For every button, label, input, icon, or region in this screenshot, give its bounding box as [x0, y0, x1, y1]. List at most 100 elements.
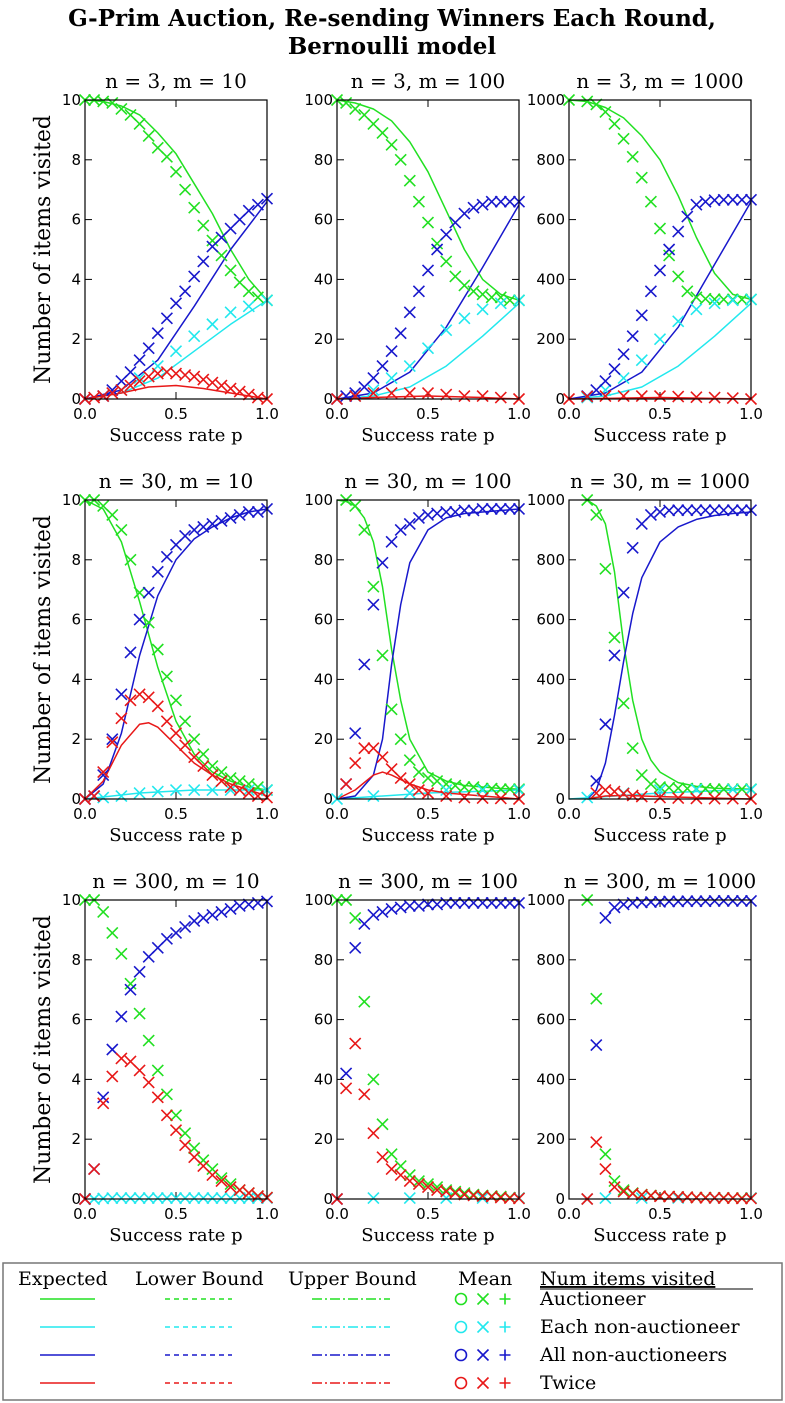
legend-row-all-non-auctioneers-mean-plus-marker [499, 1349, 511, 1361]
panel-1-all-non-auctioneers-mean-point [412, 285, 425, 298]
panel-0-each-non-auctioneer-mean-point [169, 345, 183, 358]
panel-7-all-non-auctioneers-mean-point [494, 896, 507, 910]
panel-0-auctioneer-mean-point [197, 219, 210, 232]
legend-frame [2, 1262, 783, 1401]
panel-7-all-non-auctioneers-mean-point [349, 941, 362, 954]
panel-3-frame [84, 499, 268, 800]
panel-1-all-non-auctioneers-mean-point [376, 360, 389, 373]
panel-1-frame [336, 99, 520, 400]
panel-5-frame [568, 499, 752, 800]
legend-row-auctioneer-label: Auctioneer [539, 1288, 646, 1310]
panel-6-all-non-auctioneers-mean-point [133, 965, 146, 978]
panel-2-auctioneer-mean-point [653, 222, 667, 235]
panel-5-ytick-label: 200 [536, 730, 565, 748]
panel-1-ytick-label: 80 [314, 151, 333, 169]
panel-2-twice-mean-point [672, 390, 685, 403]
panel-5-all-non-auctioneers-mean-point [699, 504, 712, 517]
panel-4-auctioneer-mean-point [358, 523, 371, 536]
panel-3-all-non-auctioneers-mean-point [151, 565, 164, 578]
panel-4-twice-mean-point [412, 783, 425, 797]
panel-2-auctioneer-mean-point [599, 105, 612, 119]
panel-2-all-non-auctioneers-mean-point [735, 193, 748, 206]
panel-4-ytick-label: 0 [323, 790, 333, 808]
panel-8-ytick-label: 800 [536, 951, 565, 969]
panel-0-auctioneer-mean-point [188, 201, 201, 214]
panel-5-twice-mean-point [608, 785, 621, 798]
panel-3-all-non-auctioneers-mean-point [224, 511, 237, 525]
panel-8-all-non-auctioneers-mean-point [626, 896, 639, 910]
panel-8-twice-mean-point [681, 1191, 694, 1204]
legend-row-twice-mean-circle-marker [454, 1376, 468, 1390]
panel-3-all-non-auctioneers-mean-point [142, 586, 155, 599]
panel-3-each-non-auctioneer-mean-point [188, 783, 201, 797]
panel-6-ytick-label: 8 [71, 951, 81, 969]
panel-0-auctioneer-mean-point [169, 165, 183, 178]
panel-3-twice-mean-point [224, 780, 237, 794]
panel-2-xtick-label: 0.0 [557, 405, 581, 423]
panel-5-auctioneer-mean-point [663, 781, 676, 794]
panel-5-all-non-auctioneers-mean-point [626, 541, 639, 554]
panel-1-twice-mean-point [421, 386, 435, 400]
panel-5-auctioneer-mean-point [617, 697, 630, 710]
panel-3-auctioneer-mean-point [188, 733, 201, 746]
panel-0-twice-mean-point [133, 374, 146, 388]
legend-row-each-non-auctioneer-label: Each non-auctioneer [540, 1316, 741, 1338]
panel-3-ytick-label: 2 [71, 730, 81, 748]
panel-1-xlabel: Success rate p [361, 425, 494, 446]
panel-3-xtick-label: 1.0 [255, 805, 279, 823]
panel-8-twice-mean-point [590, 1136, 603, 1149]
panel-2-all-non-auctioneers-mean-point [626, 330, 639, 343]
panel-3-all-non-auctioneers-mean-point [179, 529, 192, 542]
panel-4-ytick-label: 60 [314, 611, 333, 629]
panel-4-twice-mean-point [440, 789, 453, 803]
panel-1-twice-mean-point [440, 388, 453, 401]
panel-3-ytick-label: 10 [62, 491, 81, 509]
panel-2-auctioneer-mean-point [581, 95, 594, 108]
panel-0-each-non-auctioneer-mean-point [206, 318, 219, 331]
panel-1-auctioneer-mean-point [340, 96, 353, 110]
panel-0-auctioneer-mean-point [160, 150, 173, 163]
panel-6-each-non-auctioneer-mean-point [115, 1192, 128, 1205]
panel-3-auctioneer-mean-point [251, 780, 264, 794]
panel-7-all-non-auctioneers-mean-point [340, 1067, 353, 1080]
panel-1-auctioneer-mean-point [412, 195, 425, 208]
panel-0-all-non-auctioneers-mean-point [151, 327, 164, 340]
panel-6-each-non-auctioneer-mean-point [197, 1192, 210, 1205]
panel-6-all-non-auctioneers-mean-point [179, 920, 192, 933]
panel-2-each-non-auctioneer-mean-point [672, 315, 685, 328]
panel-6-all-non-auctioneers-mean-point [97, 1091, 110, 1104]
panel-6-all-non-auctioneers-mean-point [160, 932, 173, 945]
panel-3-xtick-label: 0.5 [164, 805, 188, 823]
panel-8-all-non-auctioneers-mean-point [663, 895, 676, 908]
figure-title-line2: Bernoulli model [288, 33, 497, 60]
panel-6-all-non-auctioneers-mean-point [169, 926, 183, 939]
panel-7-auctioneer-mean-point [367, 1073, 380, 1086]
panel-3-all-non-auctioneers-mean-point [97, 769, 110, 782]
panel-4-auctioneer-mean-point [458, 780, 471, 794]
panel-1-auctioneer-mean-point [494, 291, 507, 304]
panel-5-each-non-auctioneer-mean-point [726, 783, 739, 796]
panel-8-twice-mean-point [726, 1192, 739, 1205]
panel-0-auctioneer-mean-point [133, 117, 146, 130]
panel-3-ytick-label: 8 [71, 551, 81, 569]
panel-6-ytick-label: 2 [71, 1130, 81, 1148]
panel-1-each-non-auctioneer-mean-point [403, 360, 416, 373]
panel-2-title: n = 3, m = 1000 [576, 69, 743, 93]
panel-4-auctioneer-mean-point [367, 580, 380, 593]
panel-4-twice-mean-point [476, 792, 489, 805]
panel-4-all-non-auctioneers-mean-point [358, 658, 371, 671]
panel-2-ytick-label: 600 [536, 211, 565, 229]
panel-4-all-non-auctioneers-mean-point [412, 511, 425, 525]
legend-header-mean: Mean [458, 1268, 512, 1290]
panel-1-each-non-auctioneer-mean-point [440, 324, 453, 337]
panel-4-all-non-auctioneers-expected-line [336, 508, 520, 800]
panel-8-all-non-auctioneers-mean-point [608, 901, 621, 914]
panel-0-twice-mean-point [206, 376, 219, 389]
panel-0-twice-mean-point [224, 382, 237, 395]
panel-0-ytick-label: 4 [71, 270, 81, 288]
panel-3-twice-mean-point [88, 789, 101, 803]
panel-6-all-non-auctioneers-mean-point [115, 1010, 128, 1023]
panel-2-all-non-auctioneers-mean-point [708, 194, 721, 207]
panel-3-auctioneer-expected-line [84, 499, 268, 791]
panel-2-auctioneer-expected-line [568, 99, 752, 301]
